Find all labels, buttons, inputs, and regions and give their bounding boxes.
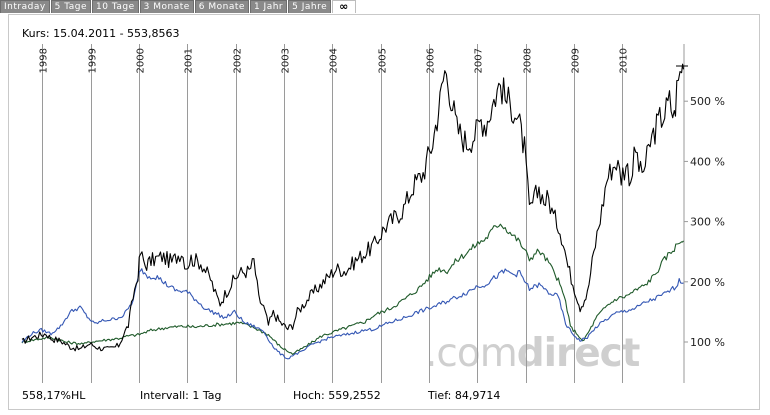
y-tick-label: 500 % [690,95,725,108]
x-tick-label: 2007 [474,48,485,73]
y-tick-label: 100 % [690,336,725,349]
period-tabs: Intraday 5 Tage 10 Tage 3 Monate 6 Monate 1 J… [0,0,357,13]
x-tick-label: 2002 [233,48,244,73]
interval-label: Intervall: 1 Tag [140,389,222,402]
tab-3-monate[interactable]: 3 Monate [139,0,194,13]
x-tick-label: 2004 [329,48,340,73]
tab-max[interactable]: ∞ [332,0,356,13]
chart-frame [8,14,760,410]
tab-5-jahre[interactable]: 5 Jahre [288,0,332,13]
performance-label: 558,17%HL [22,389,86,402]
low-label: Tief: 84,9714 [428,389,501,402]
y-tick-label: 200 % [690,276,725,289]
watermark-light: .com [425,331,518,376]
x-tick-label: 2005 [378,48,389,73]
price-info: Kurs: 15.04.2011 - 553,8563 [22,27,180,40]
tab-intraday[interactable]: Intraday [0,0,50,13]
x-tick-label: 2010 [619,48,630,73]
tab-5-tage[interactable]: 5 Tage [50,0,92,13]
x-tick-label: 2006 [426,48,437,73]
tab-1-jahr[interactable]: 1 Jahr [249,0,288,13]
x-tick-label: 2003 [281,48,292,73]
series-green-line [21,223,684,355]
tab-6-monate[interactable]: 6 Monate [194,0,249,13]
high-label: Hoch: 559,2552 [293,389,381,402]
x-tick-label: 1998 [39,48,50,73]
x-tick-label: 1999 [88,48,99,73]
y-tick-label: 400 % [690,155,725,168]
series-blue-line [21,268,684,360]
series-black-line [21,63,685,352]
x-tick-label: 2000 [136,48,147,73]
x-tick-label: 2001 [184,48,195,73]
tab-10-tage[interactable]: 10 Tage [92,0,139,13]
x-tick-label: 2008 [523,48,534,73]
y-tick-label: 300 % [690,216,725,229]
x-tick-label: 2009 [571,48,582,73]
comdirect-watermark: .comdirect [425,331,640,376]
